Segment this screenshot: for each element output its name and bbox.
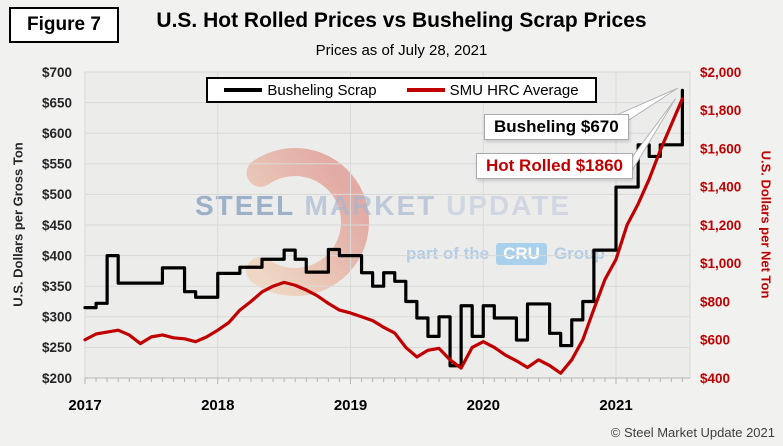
x-tick-label: 2020 <box>467 397 500 414</box>
left-tick-label: $600 <box>42 126 72 141</box>
left-tick-label: $500 <box>42 187 72 202</box>
right-tick-label: $1,000 <box>700 256 741 271</box>
left-tick-label: $650 <box>42 95 72 110</box>
copyright-text: © Steel Market Update 2021 <box>610 425 775 440</box>
chart-title: U.S. Hot Rolled Prices vs Busheling Scra… <box>156 9 647 32</box>
right-tick-label: $1,600 <box>700 141 741 156</box>
right-tick-label: $1,400 <box>700 180 741 195</box>
busheling-line-swatch <box>224 88 263 92</box>
x-tick-label: 2019 <box>334 397 367 414</box>
x-tick-label: 2017 <box>68 397 101 414</box>
chart-subtitle: Prices as of July 28, 2021 <box>315 42 488 59</box>
right-axis-title: U.S. Dollars per Net Ton <box>758 150 774 299</box>
legend-item-hrc: SMU HRC Average <box>406 81 579 99</box>
left-tick-label: $300 <box>42 310 72 325</box>
legend-item-busheling: Busheling Scrap <box>224 81 377 99</box>
annotation-busheling: Busheling $670 <box>484 114 629 140</box>
x-tick-label: 2018 <box>201 397 234 414</box>
left-tick-label: $550 <box>42 157 72 172</box>
chart-legend: Busheling Scrap SMU HRC Average <box>206 77 597 103</box>
series-smu-hrc-average <box>83 97 684 375</box>
figure-label: Figure 7 <box>9 7 119 43</box>
left-tick-label: $700 <box>42 65 72 80</box>
left-tick-label: $350 <box>42 279 72 294</box>
left-axis-title: U.S. Dollars per Gross Ton <box>10 142 26 307</box>
right-tick-label: $600 <box>700 333 730 348</box>
x-tick-label: 2021 <box>599 397 632 414</box>
legend-label-busheling: Busheling Scrap <box>267 81 377 99</box>
annotation-hot-rolled: Hot Rolled $1860 <box>476 153 633 179</box>
left-tick-label: $450 <box>42 218 72 233</box>
left-tick-label: $250 <box>42 340 72 355</box>
right-tick-label: $400 <box>700 371 730 386</box>
right-tick-label: $800 <box>700 294 730 309</box>
legend-label-hrc: SMU HRC Average <box>449 81 579 99</box>
hrc-line-swatch <box>406 88 445 92</box>
series-busheling-scrap <box>83 88 684 368</box>
left-tick-label: $400 <box>42 248 72 263</box>
left-tick-label: $200 <box>42 371 72 386</box>
right-tick-label: $2,000 <box>700 65 741 80</box>
right-tick-label: $1,200 <box>700 218 741 233</box>
right-tick-label: $1,800 <box>700 103 741 118</box>
